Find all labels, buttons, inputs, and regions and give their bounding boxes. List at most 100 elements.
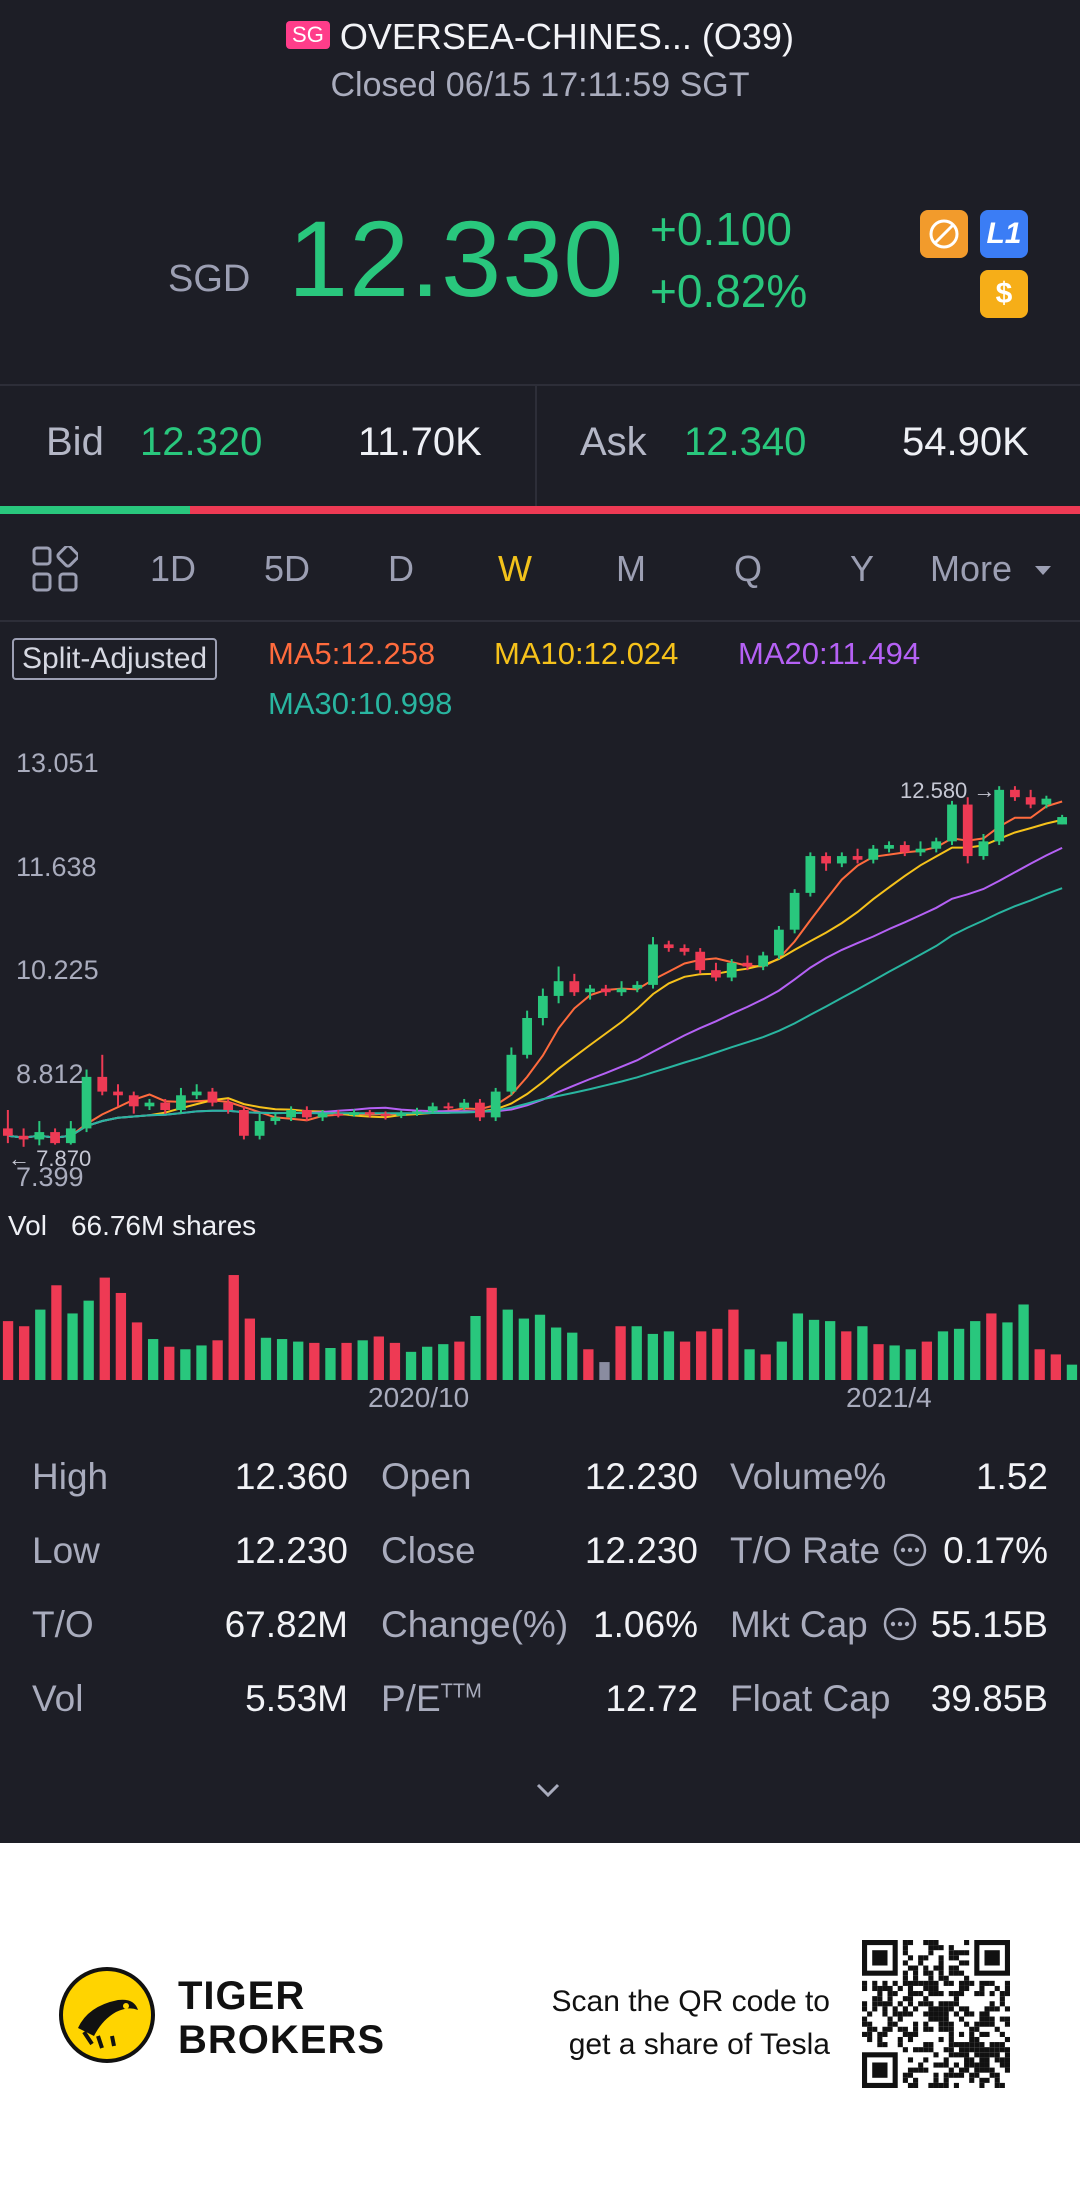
bid-label: Bid — [46, 420, 104, 464]
qr-module — [913, 1975, 919, 1981]
price-chart[interactable] — [0, 740, 1080, 1200]
ask-strength-bar — [190, 506, 1080, 514]
volume-chart[interactable] — [0, 1250, 1080, 1380]
qr-module — [913, 2077, 919, 2083]
qr-module — [928, 1950, 934, 1956]
scan-line1: Scan the QR code to — [551, 1985, 831, 2018]
qr-module — [892, 2011, 898, 2017]
qr-module — [953, 2052, 959, 2058]
qr-module — [923, 1980, 929, 1986]
qr-module — [928, 2006, 934, 2012]
qr-module — [923, 1985, 929, 1992]
stat-to-value: 67.82M — [224, 1604, 348, 1645]
stat-pe-label: P/ETTM — [381, 1678, 482, 1724]
qr-module — [994, 2077, 1000, 2083]
qr-module — [862, 2001, 868, 2007]
volume-bar — [1002, 1322, 1013, 1380]
qr-module — [877, 1991, 883, 1997]
qr-module — [933, 2082, 939, 2088]
candle-body — [301, 1110, 312, 1118]
candle-body — [506, 1054, 517, 1092]
qr-module — [948, 1970, 954, 1976]
qr-module — [999, 2057, 1005, 2063]
level1-icon[interactable]: L1 — [980, 210, 1028, 258]
tab-y[interactable]: Y — [850, 548, 875, 589]
qr-module — [989, 2047, 995, 2053]
stat-high-value: 12.360 — [234, 1456, 348, 1497]
qr-module — [938, 1955, 944, 1961]
qr-module — [938, 1991, 944, 1997]
qr-module — [969, 1980, 975, 1986]
split-adjusted-toggle[interactable]: Split-Adjusted — [12, 638, 218, 680]
qr-module — [907, 1996, 914, 2002]
candle-body — [616, 988, 627, 993]
qr-module — [999, 2082, 1005, 2088]
qr-module — [948, 1980, 954, 1986]
qr-module — [923, 2026, 929, 2032]
no-short-icon[interactable] — [920, 210, 968, 258]
tab-w[interactable]: W — [498, 548, 532, 589]
left-arrow-icon: ← — [8, 1146, 30, 1171]
candle-body — [412, 1111, 422, 1114]
qr-module — [867, 2031, 873, 2037]
x-axis-label: 2020/10 — [368, 1382, 470, 1413]
qr-module — [964, 2042, 970, 2048]
qr-module — [953, 1965, 959, 1971]
tab-m[interactable]: M — [616, 548, 646, 589]
qr-module — [948, 2036, 954, 2043]
tab-5d[interactable]: 5D — [264, 548, 311, 589]
candle-body — [1041, 798, 1052, 805]
qr-module — [964, 2057, 970, 2063]
qr-module — [907, 1940, 914, 1946]
pe-label-text: P/E — [381, 1678, 441, 1719]
expand-chevron-icon[interactable] — [534, 1776, 562, 1804]
qr-module — [887, 1991, 893, 1997]
qr-module — [913, 2006, 919, 2012]
bid-price[interactable]: 12.320 — [140, 420, 263, 464]
qr-module — [928, 1975, 934, 1981]
candle-body — [947, 804, 957, 842]
qr-module — [994, 1985, 1000, 1992]
qr-module — [948, 2052, 954, 2058]
tab-more[interactable]: More — [930, 548, 1054, 592]
qr-code[interactable] — [862, 1940, 1010, 2088]
qr-module — [902, 2077, 908, 2083]
brand-line2: BROKERS — [178, 2018, 386, 2062]
tab-1d[interactable]: 1D — [150, 548, 197, 589]
dollar-icon[interactable]: $ — [980, 270, 1028, 318]
volume-bar — [712, 1328, 723, 1380]
stat-vol-value: 5.53M — [245, 1678, 348, 1719]
tab-d[interactable]: D — [388, 548, 414, 589]
qr-module — [907, 1991, 914, 1997]
chart-layout-icon[interactable] — [32, 546, 78, 592]
volume-bar — [293, 1341, 304, 1380]
volume-bar — [905, 1349, 916, 1380]
stat-floatcap-label: Float Cap — [730, 1678, 891, 1719]
qr-module — [984, 1950, 1000, 1966]
qr-module — [948, 1955, 954, 1961]
qr-module — [1004, 2006, 1010, 2012]
info-more-icon[interactable] — [882, 1606, 918, 1642]
qr-module — [964, 2011, 970, 2017]
candle-body — [65, 1128, 76, 1144]
qr-module — [953, 2062, 959, 2068]
candle-body — [18, 1135, 29, 1140]
stat-floatcap-value: 39.85B — [930, 1678, 1048, 1719]
volume-bar — [663, 1331, 675, 1380]
ask-price[interactable]: 12.340 — [684, 420, 807, 464]
brand-line1: TIGER — [178, 1974, 306, 2018]
candle-body — [695, 951, 706, 971]
qr-module — [948, 1945, 954, 1951]
tab-q[interactable]: Q — [734, 548, 763, 589]
volume-bar — [986, 1313, 997, 1380]
qr-module — [913, 2026, 919, 2032]
qr-module — [943, 2047, 949, 2053]
qr-module — [979, 1985, 985, 1992]
info-more-icon[interactable] — [892, 1532, 928, 1568]
qr-module — [969, 2011, 975, 2017]
volume-bar — [841, 1331, 852, 1380]
candle-body — [427, 1106, 438, 1112]
qr-module — [948, 2047, 954, 2053]
qr-module — [882, 1980, 888, 1986]
volume-bar — [99, 1277, 110, 1380]
